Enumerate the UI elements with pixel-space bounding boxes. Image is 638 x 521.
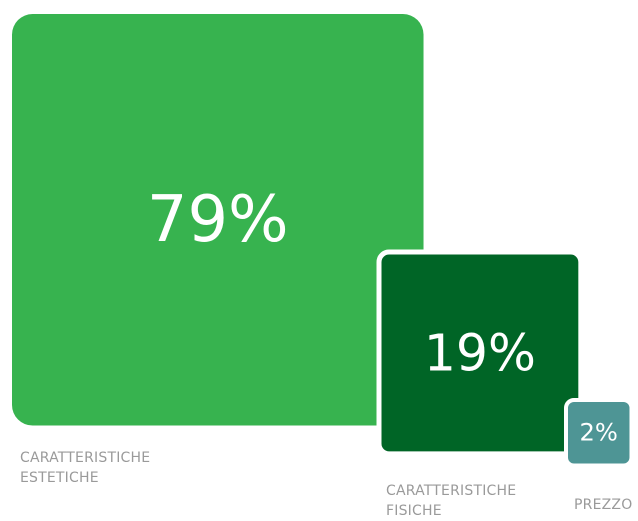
category-label: CARATTERISTICHE ESTETICHE [20,450,151,486]
category-label: PREZZO [574,497,633,513]
value-label: 2% [580,419,618,447]
square [12,14,424,426]
value-label: 79% [147,183,289,257]
category-label: CARATTERISTICHE FISICHE [386,483,517,519]
square [376,249,584,457]
value-label: 19% [424,323,536,382]
square [564,398,634,468]
